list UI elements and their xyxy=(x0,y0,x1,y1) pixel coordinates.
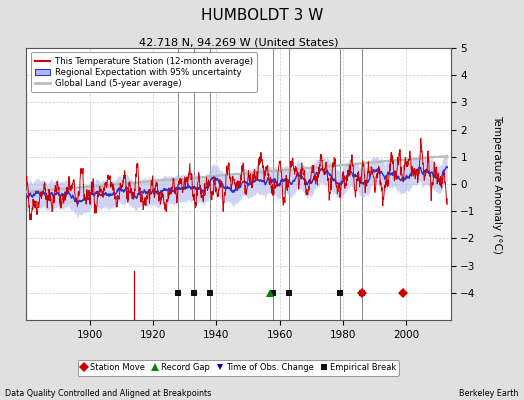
Legend: Station Move, Record Gap, Time of Obs. Change, Empirical Break: Station Move, Record Gap, Time of Obs. C… xyxy=(78,360,399,376)
Text: Data Quality Controlled and Aligned at Breakpoints: Data Quality Controlled and Aligned at B… xyxy=(5,389,212,398)
Title: 42.718 N, 94.269 W (United States): 42.718 N, 94.269 W (United States) xyxy=(139,37,338,47)
Text: Berkeley Earth: Berkeley Earth xyxy=(460,389,519,398)
Text: HUMBOLDT 3 W: HUMBOLDT 3 W xyxy=(201,8,323,23)
Y-axis label: Temperature Anomaly (°C): Temperature Anomaly (°C) xyxy=(493,114,503,254)
